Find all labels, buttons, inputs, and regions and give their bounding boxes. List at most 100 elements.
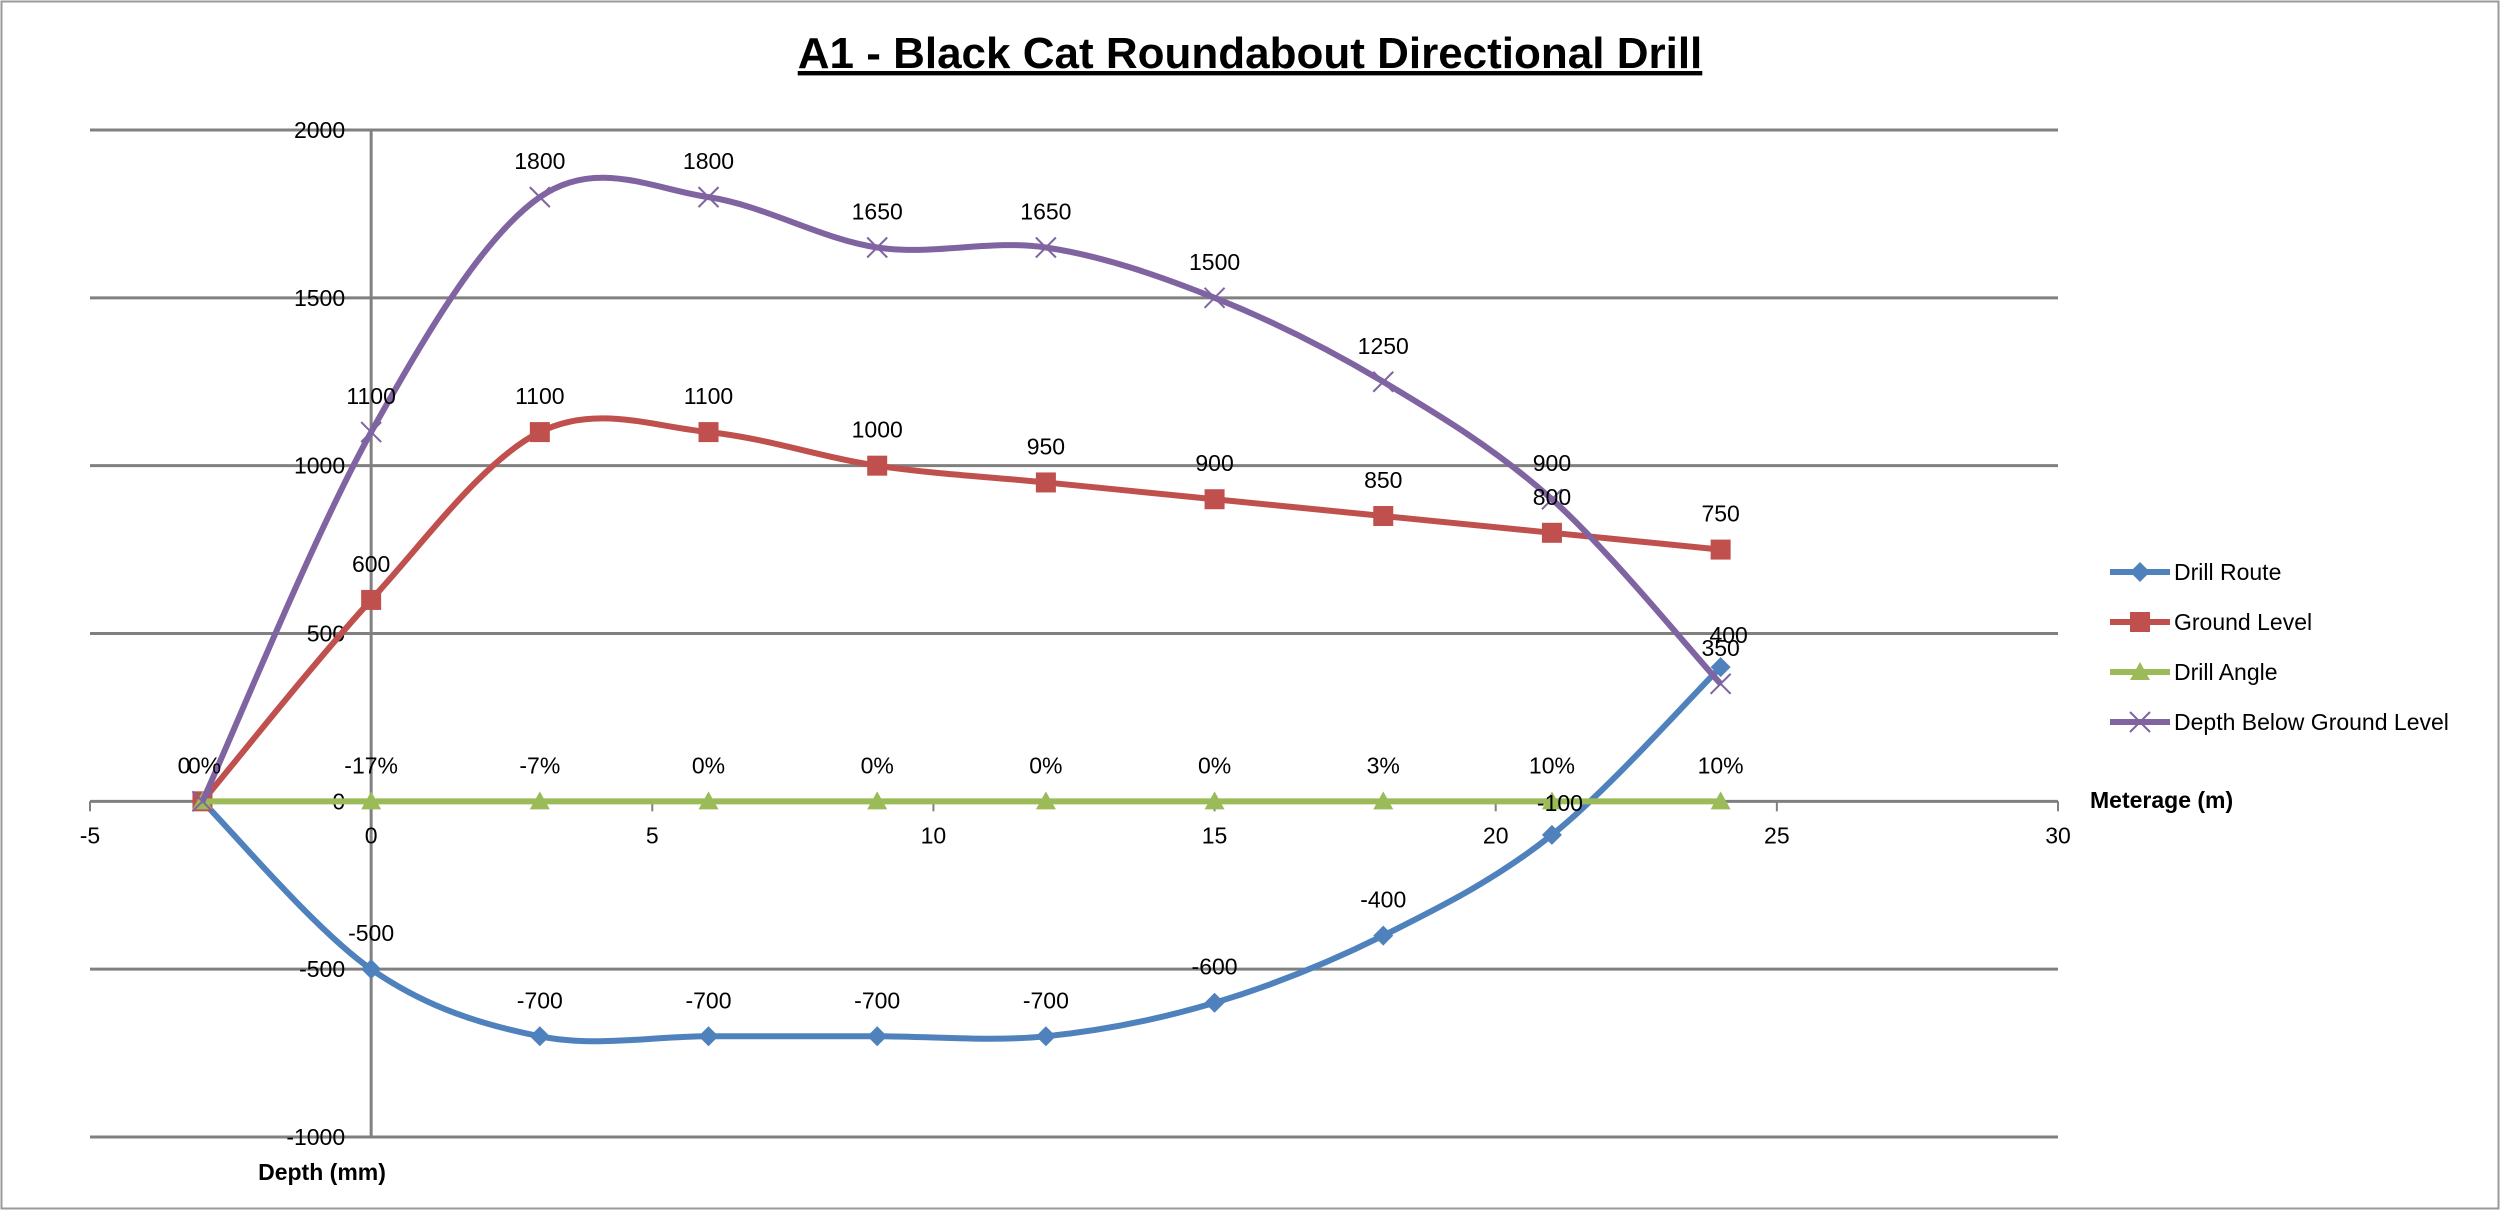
data-point-ground-level [1035, 472, 1056, 493]
series-line-ground-level [200, 415, 1721, 804]
data-point-drill-angle [1204, 791, 1225, 810]
series-layer [191, 174, 1732, 1047]
series-drill-angle [192, 791, 1731, 810]
data-point-drill-route [1541, 824, 1562, 845]
x-tick-label: 0 [365, 822, 378, 848]
data-label-drill-angle: 10% [1698, 752, 1744, 778]
data-label-drill-route: -500 [348, 920, 394, 946]
legend-label-ground-level: Ground Level [2174, 609, 2312, 635]
label-layer: -500 -700 -700 -700 -700 -600 -400 -100 400 600 11… [178, 148, 1748, 1013]
data-point-ground-level [867, 455, 888, 476]
legend-item-depth-below-ground-level: Depth Below Ground Level [2110, 709, 2449, 735]
data-label-drill-angle: -7% [519, 752, 560, 778]
data-label-drill-angle: -17% [344, 752, 398, 778]
x-tick-label: 30 [2045, 822, 2071, 848]
series-line-depth-below-ground-level [199, 174, 1723, 803]
x-tick-label: 15 [1202, 822, 1228, 848]
data-point-drill-route [1035, 1026, 1056, 1047]
data-point-ground-level [1541, 522, 1562, 543]
data-point-depth-below-ground-level [1203, 287, 1226, 309]
data-label-depth-below-ground-level: 1100 [346, 383, 395, 409]
data-label-drill-route: -600 [1192, 954, 1238, 980]
data-point-drill-angle [867, 791, 888, 810]
data-label-ground-level: 1000 [852, 417, 903, 443]
series-ground-level [192, 415, 1731, 812]
y-tick-label: -500 [299, 956, 345, 982]
data-point-depth-below-ground-level [529, 186, 551, 208]
data-point-depth-below-ground-level [697, 186, 720, 208]
data-label-depth-below-ground-level: 1650 [1020, 198, 1071, 224]
data-point-ground-level [361, 589, 382, 610]
data-label-drill-angle: 0% [188, 752, 221, 778]
x-axis-title: Meterage (m) [2090, 787, 2233, 813]
data-point-ground-level [1373, 506, 1394, 527]
legend-label-drill-angle: Drill Angle [2174, 659, 2278, 685]
data-label-depth-below-ground-level: 1800 [514, 148, 565, 174]
data-label-drill-angle: 0% [1198, 752, 1231, 778]
x-tick-label: 5 [646, 822, 659, 848]
data-point-ground-level [529, 422, 550, 443]
legend: Drill Route Ground Level Drill Angle Depth … [2110, 559, 2449, 735]
series-depth-below-ground-level [191, 174, 1732, 813]
data-point-ground-level [1710, 539, 1731, 560]
legend-marker-drill-angle [2130, 662, 2150, 680]
data-point-drill-angle [1541, 791, 1562, 810]
data-point-drill-route [1204, 992, 1225, 1013]
series-line-drill-route [200, 664, 1723, 1045]
data-label-depth-below-ground-level: 1650 [852, 198, 903, 224]
x-tick-label: 20 [1483, 822, 1509, 848]
data-point-depth-below-ground-level [1541, 488, 1563, 510]
data-label-ground-level: 950 [1027, 433, 1065, 459]
data-point-depth-below-ground-level [866, 236, 888, 259]
data-label-ground-level: 1100 [515, 383, 564, 409]
data-label-drill-route: -700 [517, 987, 563, 1013]
data-point-depth-below-ground-level [360, 421, 382, 443]
legend-item-ground-level: Ground Level [2110, 609, 2312, 635]
data-point-drill-angle [361, 791, 382, 810]
data-label-ground-level: 600 [352, 551, 390, 577]
legend-item-drill-angle: Drill Angle [2110, 659, 2278, 685]
data-point-drill-angle [1035, 791, 1056, 810]
data-point-drill-route [698, 1026, 719, 1047]
x-tick-label: 10 [921, 822, 947, 848]
x-tick-label: -5 [80, 822, 100, 848]
data-point-drill-route [1373, 925, 1394, 946]
data-label-ground-level: 850 [1364, 467, 1402, 493]
data-label-ground-level: 900 [1195, 450, 1233, 476]
legend-label-depth-below-ground-level: Depth Below Ground Level [2174, 709, 2449, 735]
data-point-drill-route [1710, 657, 1731, 678]
legend-marker-drill-route [2130, 562, 2150, 582]
data-point-drill-route [361, 959, 382, 980]
data-label-depth-below-ground-level: 350 [1701, 635, 1739, 661]
y-tick-label: 2000 [294, 117, 345, 143]
data-label-drill-route: -400 [1360, 887, 1406, 913]
y-axis-title: Depth (mm) [258, 1159, 386, 1185]
data-label-drill-route: -700 [854, 987, 900, 1013]
data-point-drill-angle [1710, 791, 1731, 810]
legend-item-drill-route: Drill Route [2110, 559, 2281, 585]
data-point-depth-below-ground-level [1709, 673, 1732, 695]
data-label-drill-angle: 0% [1029, 752, 1062, 778]
y-tick-label: 1000 [294, 453, 345, 479]
data-label-depth-below-ground-level: 1800 [683, 148, 734, 174]
data-label-drill-route: -700 [1023, 987, 1069, 1013]
data-point-drill-angle [1373, 791, 1394, 810]
data-label-depth-below-ground-level: 1250 [1358, 333, 1409, 359]
data-label-depth-below-ground-level: 900 [1533, 450, 1571, 476]
data-point-ground-level [1204, 489, 1225, 510]
data-point-depth-below-ground-level [1372, 371, 1394, 393]
data-point-drill-route [867, 1026, 888, 1047]
data-point-depth-below-ground-level [1035, 236, 1057, 259]
data-label-depth-below-ground-level: 0 [178, 752, 191, 778]
data-point-ground-level [698, 422, 719, 443]
data-label-ground-level: 800 [1533, 484, 1571, 510]
data-label-depth-below-ground-level: 1500 [1189, 249, 1240, 275]
legend-label-drill-route: Drill Route [2174, 559, 2281, 585]
x-tick-label: 25 [1764, 822, 1790, 848]
y-tick-label: -1000 [286, 1124, 345, 1150]
data-label-drill-route: -700 [685, 987, 731, 1013]
